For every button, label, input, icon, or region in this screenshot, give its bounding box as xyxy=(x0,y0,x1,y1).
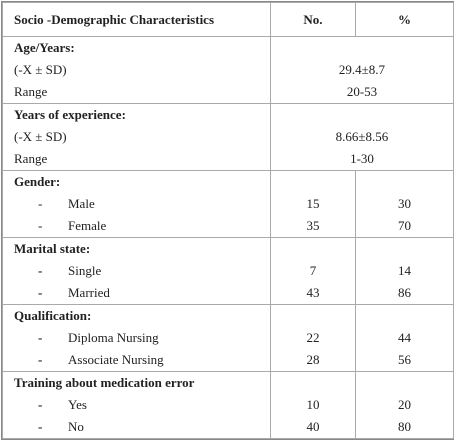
percent-value: 80 xyxy=(398,419,411,434)
percent-value: 30 xyxy=(398,196,411,211)
bullet: - xyxy=(38,352,43,367)
percent-value: 20 xyxy=(398,397,411,412)
value-cell: 29.4±8.7 20-53 xyxy=(270,36,454,104)
spacer xyxy=(356,372,453,394)
bullet: - xyxy=(38,263,43,278)
label-cell: Age/Years: (-X ± SD) Range xyxy=(2,36,271,104)
spacer xyxy=(271,171,355,193)
bullet: - xyxy=(38,218,43,233)
row-text: Yes xyxy=(68,397,87,412)
section-row: Gender: - Male - Female 15 35 30 70 xyxy=(2,170,454,238)
row-label: - Female xyxy=(3,215,270,237)
row-label: - No xyxy=(3,416,270,438)
count-value: 35 xyxy=(306,218,320,233)
count-cell: 15 35 xyxy=(270,170,356,238)
section-title: Training about medication error xyxy=(14,375,195,390)
count-cell: 22 28 xyxy=(270,304,356,372)
spacer xyxy=(271,37,453,59)
spacer xyxy=(356,238,453,260)
row-text: Range xyxy=(14,84,48,99)
count-value: 15 xyxy=(306,196,320,211)
row-label: Range xyxy=(3,148,270,170)
header-cell: No. xyxy=(270,2,356,37)
section-title: Gender: xyxy=(14,174,61,189)
section-row: Marital state: - Single - Married 7 43 14 86 xyxy=(2,237,454,305)
spacer xyxy=(271,305,355,327)
spacer xyxy=(271,238,355,260)
spacer xyxy=(271,372,355,394)
row-text: Associate Nursing xyxy=(68,352,164,367)
count-value: 7 xyxy=(309,263,317,278)
table-body: Socio -Demographic Characteristics No. %… xyxy=(2,2,454,439)
spacer xyxy=(356,305,453,327)
label-cell: Marital state: - Single - Married xyxy=(2,237,271,305)
bullet: - xyxy=(38,196,43,211)
count-cell: 10 40 xyxy=(270,371,356,439)
row-label: Range xyxy=(3,81,270,103)
table-frame: Socio -Demographic Characteristics No. %… xyxy=(1,1,454,440)
row-text: Single xyxy=(68,263,102,278)
bullet: - xyxy=(38,285,43,300)
bullet: - xyxy=(38,397,43,412)
count-cell: 7 43 xyxy=(270,237,356,305)
stat-value: 20-53 xyxy=(346,84,378,99)
row-text: Married xyxy=(68,285,110,300)
stat-value: 29.4±8.7 xyxy=(338,62,386,77)
row-text: Female xyxy=(68,218,107,233)
bullet: - xyxy=(38,419,43,434)
label-cell: Training about medication error - Yes - No xyxy=(2,371,271,439)
count-value: 28 xyxy=(306,352,320,367)
header-cell: % xyxy=(355,2,454,37)
value-cell: 8.66±8.56 1-30 xyxy=(270,103,454,171)
percent-value: 70 xyxy=(398,218,411,233)
percent-cell: 44 56 xyxy=(355,304,454,372)
count-value: 40 xyxy=(306,419,320,434)
percent-value: 44 xyxy=(398,330,411,345)
section-title: Marital state: xyxy=(14,241,91,256)
section-row: Qualification: - Diploma Nursing - Associate… xyxy=(2,304,454,372)
row-text: Male xyxy=(68,196,95,211)
section-title: Age/Years: xyxy=(14,40,75,55)
row-label: (-X ± SD) xyxy=(3,126,270,148)
row-label: - Associate Nursing xyxy=(3,349,270,371)
percent-value: 86 xyxy=(398,285,411,300)
header-row: Socio -Demographic Characteristics No. % xyxy=(2,2,454,37)
spacer xyxy=(271,104,453,126)
count-value: 10 xyxy=(306,397,320,412)
percent-cell: 14 86 xyxy=(355,237,454,305)
row-label: (-X ± SD) xyxy=(3,59,270,81)
count-value: 43 xyxy=(306,285,320,300)
section-row: Years of experience: (-X ± SD) Range 8.66±8… xyxy=(2,103,454,171)
row-text: Range xyxy=(14,151,48,166)
label-cell: Years of experience: (-X ± SD) Range xyxy=(2,103,271,171)
row-label: - Male xyxy=(3,193,270,215)
section-title: Qualification: xyxy=(14,308,92,323)
row-text: (-X ± SD) xyxy=(14,62,67,77)
percent-cell: 30 70 xyxy=(355,170,454,238)
row-label: - Married xyxy=(3,282,270,304)
bullet: - xyxy=(38,330,43,345)
section-row: Training about medication error - Yes - No 10… xyxy=(2,371,454,439)
percent-value: 56 xyxy=(398,352,411,367)
label-cell: Qualification: - Diploma Nursing - Associate… xyxy=(2,304,271,372)
row-text: Diploma Nursing xyxy=(68,330,159,345)
row-text: (-X ± SD) xyxy=(14,129,67,144)
percent-cell: 20 80 xyxy=(355,371,454,439)
section-row: Age/Years: (-X ± SD) Range 29.4±8.7 20-53 xyxy=(2,36,454,104)
spacer xyxy=(356,171,453,193)
stat-value: 8.66±8.56 xyxy=(335,129,389,144)
table: Socio -Demographic Characteristics No. %… xyxy=(2,2,454,439)
label-cell: Gender: - Male - Female xyxy=(2,170,271,238)
percent-value: 14 xyxy=(398,263,411,278)
row-label: - Yes xyxy=(3,394,270,416)
section-title: Years of experience: xyxy=(14,107,126,122)
row-text: No xyxy=(68,419,84,434)
row-label: - Diploma Nursing xyxy=(3,327,270,349)
row-label: - Single xyxy=(3,260,270,282)
stat-value: 1-30 xyxy=(350,151,374,166)
header-cell: Socio -Demographic Characteristics xyxy=(2,2,271,37)
count-value: 22 xyxy=(306,330,320,345)
